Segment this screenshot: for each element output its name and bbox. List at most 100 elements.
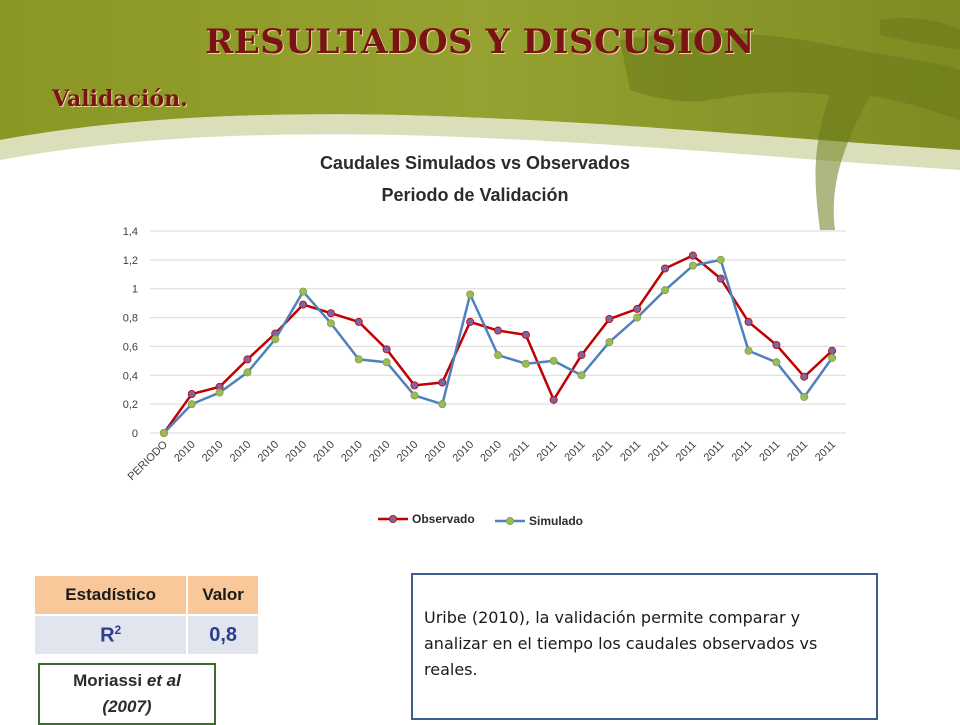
data-point [187,400,196,409]
legend-marker [388,514,397,523]
data-point [800,392,809,401]
x-tick-label: 2010 [228,439,254,465]
data-point [828,353,837,362]
x-tick-label: 2010 [478,439,504,465]
x-tick-label: 2011 [507,439,532,464]
chart-series [159,251,837,437]
data-point [716,255,725,264]
data-point [688,261,697,270]
x-tick-label: 2011 [590,439,615,464]
x-tick-label: 2010 [367,439,393,465]
data-point [633,304,642,313]
legend-marker [505,516,514,525]
data-point [410,391,419,400]
data-point [493,351,502,360]
data-point [549,356,558,365]
data-point [577,351,586,360]
x-tick-label: PERIODO [126,438,171,483]
data-point [187,390,196,399]
x-tick-label: 2010 [395,439,421,465]
value-header: Valor [186,576,258,615]
x-tick-label: 2011 [702,439,727,464]
y-tick-label: 0,6 [123,341,138,353]
data-point [466,290,475,299]
tree-silhouette [620,18,960,230]
x-tick-label: 2010 [200,439,226,465]
data-point [661,286,670,295]
y-tick-label: 1,2 [123,255,138,267]
note-text: Uribe (2010), la validación permite comp… [424,608,818,679]
legend-label: Simulado [529,514,583,528]
data-point [688,251,697,260]
data-point [299,287,308,296]
y-tick-label: 1,4 [123,226,138,238]
data-point [271,335,280,344]
x-tick-label: 2010 [450,439,476,465]
data-point [354,317,363,326]
data-point [661,264,670,273]
reference-box: Moriassi et al (2007) [38,663,216,725]
chart-title-line-1: Caudales Simulados vs Observados [320,153,630,173]
data-point [521,359,530,368]
data-point [605,338,614,347]
data-point [521,330,530,339]
data-point [716,274,725,283]
x-tick-label: 2010 [283,439,309,465]
data-point [438,378,447,387]
data-point [299,300,308,309]
y-tick-label: 0,4 [123,370,138,382]
section-subtitle: Validación. [52,86,188,112]
data-point [438,400,447,409]
x-tick-label: 2011 [618,439,643,464]
reference-author: Moriassi [73,671,143,690]
stat-header: Estadístico [35,576,188,615]
chart-legend: Observado Simulado [378,512,583,528]
data-point [410,381,419,390]
legend-label: Observado [412,512,475,526]
reference-year: (2007) [102,697,152,716]
x-tick-label: 2010 [311,439,337,465]
stat-name: R2 [35,614,188,654]
x-tick-label: 2010 [423,439,449,465]
data-point [354,355,363,364]
x-tick-label: 2011 [729,439,754,464]
data-point [800,372,809,381]
series-line-observado [162,254,833,434]
x-tick-label: 2011 [646,439,671,464]
statistics-table: Estadístico Valor R2 0,8 [35,576,258,654]
data-point [772,340,781,349]
x-tick-label: 2011 [813,439,838,464]
stat-value: 0,8 [186,614,258,654]
data-point [744,317,753,326]
data-point [466,317,475,326]
stat-superscript: 2 [114,622,122,637]
data-point [828,346,837,355]
header-banner [0,0,960,230]
data-point [382,345,391,354]
y-axis-ticks: 0 0,2 0,4 0,6 0,8 1 1,2 1,4 [123,226,138,440]
note-box: Uribe (2010), la validación permite comp… [411,573,878,720]
x-tick-label: 2011 [674,439,699,464]
y-tick-label: 0 [132,428,138,440]
y-tick-label: 1 [132,284,138,296]
data-point [577,371,586,380]
reference-etal: et al [146,671,181,690]
chart-gridlines [150,230,846,434]
x-tick-label: 2010 [256,439,282,465]
y-tick-label: 0,8 [123,313,138,325]
x-tick-label: 2011 [535,439,560,464]
data-point [493,326,502,335]
page-title: RESULTADOS Y DISCUSION [205,22,755,62]
x-axis-ticks: PERIODO 2010 2010 2010 2010 2010 2010 2010 2010 2… [126,438,839,483]
data-point [326,309,335,318]
table-row: R2 0,8 [35,614,258,654]
data-point [605,315,614,324]
x-tick-label: 2011 [757,439,782,464]
data-point [215,388,224,397]
data-point [382,358,391,367]
line-chart: Caudales Simulados vs Observados Periodo… [123,153,846,528]
data-point [326,319,335,328]
data-point [772,358,781,367]
data-point [633,313,642,322]
chart-title-line-2: Periodo de Validación [381,185,568,205]
